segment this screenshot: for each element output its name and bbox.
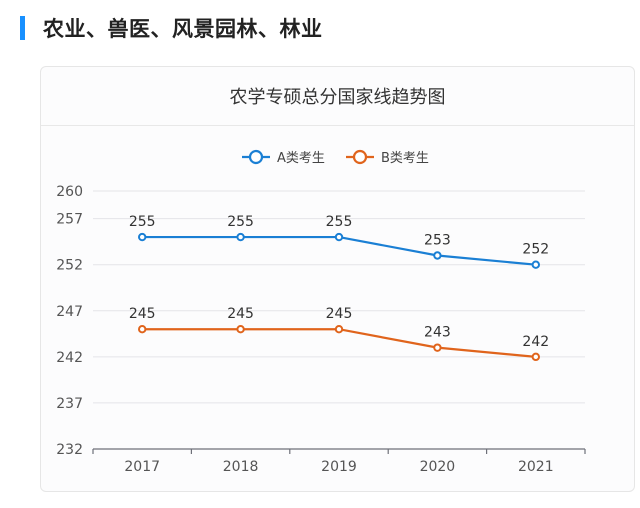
y-tick-label: 247 [56, 304, 83, 320]
y-tick-label: 257 [56, 212, 83, 228]
y-tick-label: 242 [56, 350, 83, 366]
x-tick-label: 2021 [518, 459, 554, 475]
legend-marker-icon [352, 149, 368, 165]
data-label: 255 [129, 214, 156, 230]
data-label: 252 [522, 242, 549, 258]
chart-card: 农学专硕总分国家线趋势图 [40, 66, 635, 492]
data-point [138, 232, 147, 242]
legend-label: B类考生 [381, 151, 429, 166]
legend: A类考生 B类考生 [242, 149, 429, 166]
x-tick-label: 2018 [223, 459, 259, 475]
y-tick-label: 237 [56, 396, 83, 412]
data-label: 242 [522, 334, 549, 350]
data-point [531, 352, 540, 362]
y-tick-label: 252 [56, 258, 83, 274]
data-point [334, 325, 344, 334]
x-tick-label: 2019 [321, 459, 357, 475]
legend-label: A类考生 [277, 151, 325, 166]
chart-title: 农学专硕总分国家线趋势图 [229, 87, 446, 108]
series-b: 245 245 245 243 242 [129, 306, 549, 362]
y-tick-label: 260 [56, 184, 83, 200]
data-label: 245 [326, 306, 353, 322]
x-tick-label: 2020 [420, 459, 456, 475]
legend-marker-icon [248, 149, 264, 165]
data-label: 243 [424, 325, 451, 341]
chart-title-bar: 农学专硕总分国家线趋势图 [41, 67, 634, 126]
data-point [236, 232, 245, 242]
grid-lines [93, 190, 585, 404]
section-header: 农业、兽医、风景园林、林业 [20, 14, 323, 42]
section-accent-bar [20, 16, 25, 40]
y-axis: 232 237 242 247 252 257 260 [56, 184, 83, 458]
data-label: 255 [326, 214, 353, 230]
data-point [433, 343, 442, 352]
data-point [531, 260, 540, 269]
x-axis: 2017 2018 2019 2020 2021 [92, 448, 586, 475]
data-point [138, 325, 147, 334]
legend-item-a[interactable]: A类考生 [242, 149, 325, 166]
data-point [433, 251, 442, 260]
section-title: 农业、兽医、风景园林、林业 [43, 17, 323, 41]
data-label: 255 [227, 214, 254, 230]
series-a: 255 255 255 253 252 [129, 214, 549, 269]
data-label: 253 [424, 233, 451, 249]
data-point [236, 325, 245, 334]
data-label: 245 [129, 306, 156, 322]
data-label: 245 [227, 306, 254, 322]
legend-item-b[interactable]: B类考生 [346, 149, 429, 166]
data-point [334, 232, 344, 242]
series-group: 255 255 255 253 252 245 245 245 243 242 [129, 214, 549, 362]
x-tick-label: 2017 [124, 459, 160, 475]
y-tick-label: 232 [56, 442, 83, 458]
